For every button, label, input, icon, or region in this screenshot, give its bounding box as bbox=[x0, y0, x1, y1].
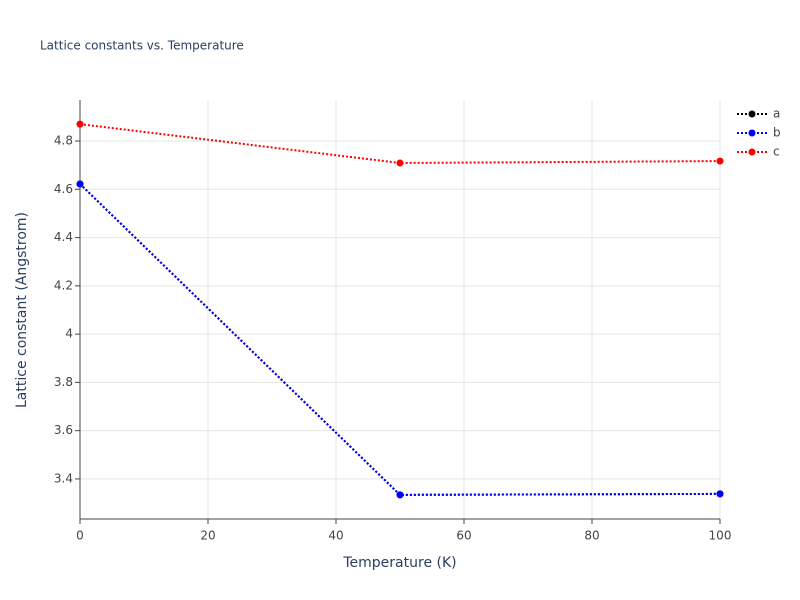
y-tick-label: 3.6 bbox=[54, 423, 73, 437]
y-axis-label: Lattice constant (Angstrom) bbox=[14, 212, 30, 408]
y-tick-label: 4 bbox=[65, 327, 73, 341]
series-line bbox=[79, 183, 721, 496]
legend-marker bbox=[748, 148, 756, 156]
x-tick-label: 20 bbox=[200, 529, 215, 543]
data-point bbox=[396, 491, 404, 499]
x-axis-label: Temperature (K) bbox=[342, 555, 456, 571]
y-tick-label: 4.6 bbox=[54, 182, 73, 196]
legend-marker bbox=[748, 129, 756, 137]
data-point bbox=[76, 180, 84, 188]
x-tick-label: 0 bbox=[76, 529, 84, 543]
y-tick-label: 3.8 bbox=[54, 375, 73, 389]
series-line bbox=[79, 123, 721, 164]
legend-label: c bbox=[773, 145, 780, 159]
x-tick-label: 80 bbox=[584, 529, 599, 543]
y-tick-label: 4.8 bbox=[54, 134, 73, 148]
chart-title: Lattice constants vs. Temperature bbox=[40, 39, 244, 53]
data-point bbox=[716, 490, 724, 498]
y-tick-label: 4.2 bbox=[54, 278, 73, 292]
data-point bbox=[396, 159, 404, 167]
x-tick-label: 60 bbox=[456, 529, 471, 543]
y-tick-label: 4.4 bbox=[54, 230, 73, 244]
data-point bbox=[716, 157, 724, 165]
series-line bbox=[79, 183, 721, 496]
legend-label: a bbox=[773, 107, 780, 121]
data-point bbox=[76, 120, 84, 128]
legend-label: b bbox=[773, 126, 781, 140]
legend-marker bbox=[748, 110, 756, 118]
y-tick-label: 3.4 bbox=[54, 471, 73, 485]
x-tick-label: 100 bbox=[709, 529, 732, 543]
x-tick-label: 40 bbox=[328, 529, 343, 543]
